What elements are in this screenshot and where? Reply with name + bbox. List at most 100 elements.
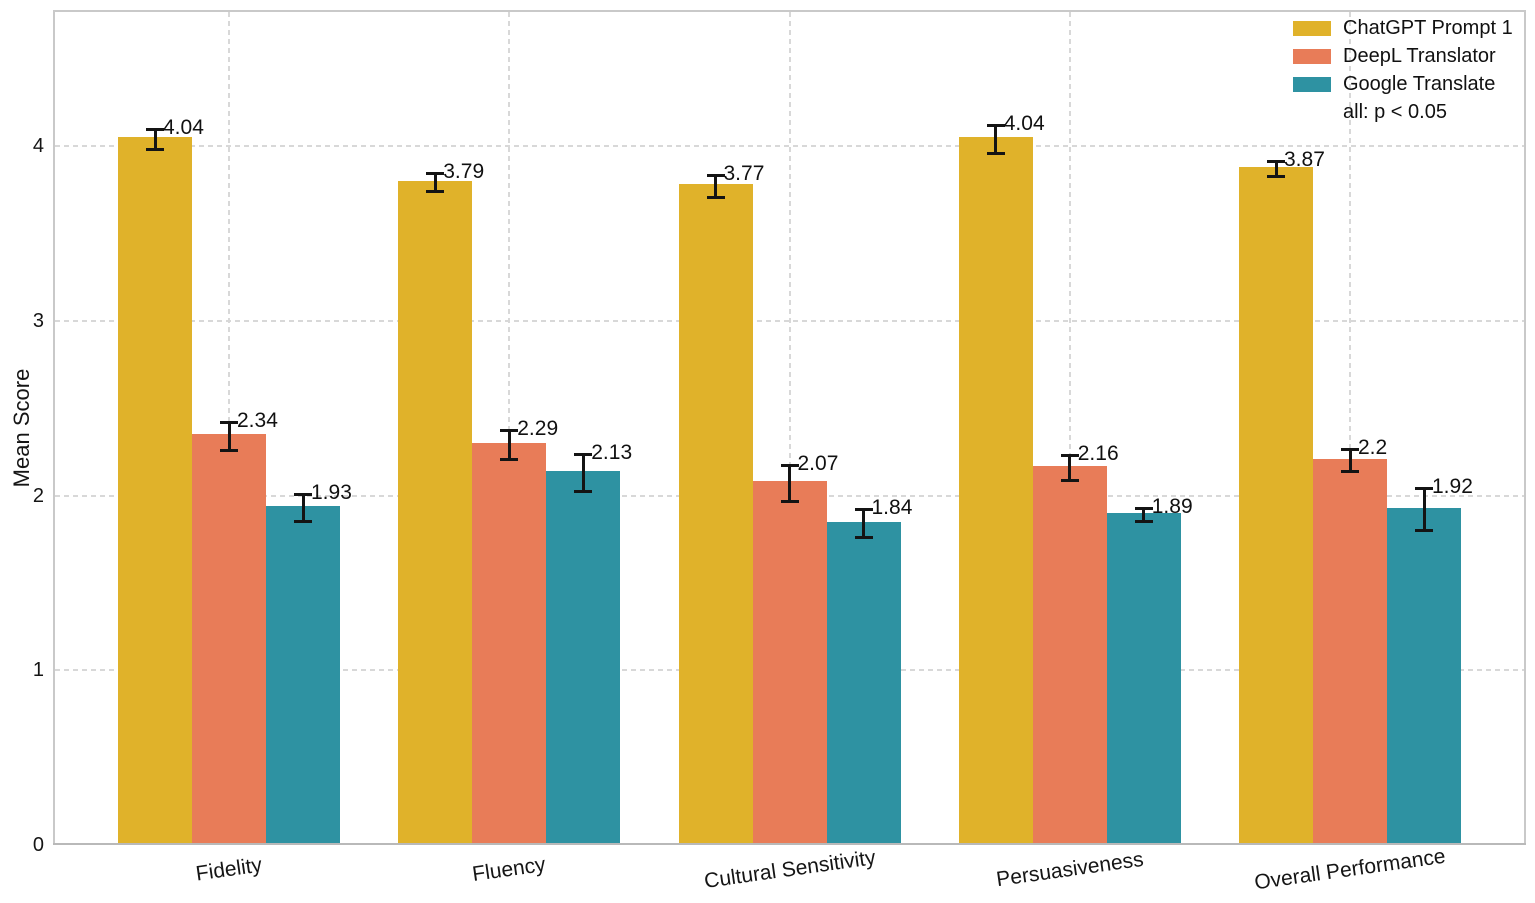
bar: [1239, 166, 1313, 843]
error-bar-cap-bottom: [574, 490, 593, 493]
bar: [826, 521, 901, 843]
error-bar: [854, 507, 873, 540]
error-bar-line: [788, 464, 791, 503]
legend-item: ChatGPT Prompt 1: [1293, 18, 1513, 39]
bar: [678, 184, 753, 843]
error-bar-line: [1348, 448, 1352, 473]
error-bar-line: [1274, 160, 1278, 178]
error-bar-cap-top: [1341, 448, 1359, 452]
error-bar: [1060, 453, 1079, 482]
value-label: 1.89: [1151, 494, 1193, 518]
gridline-vertical: [1349, 12, 1351, 843]
legend-label: DeepL Translator: [1343, 45, 1496, 67]
error-bar-cap-top: [426, 172, 445, 176]
value-label: 1.92: [1432, 474, 1473, 498]
error-bar: [1341, 448, 1359, 473]
error-bar: [426, 172, 445, 194]
plot-spine-right: [1524, 10, 1526, 845]
error-bar-line: [994, 123, 998, 155]
legend-swatch: [1293, 77, 1331, 92]
error-bar-cap-top: [854, 507, 873, 511]
error-bar: [574, 452, 593, 493]
error-bar-cap-top: [500, 429, 519, 433]
value-label: 2.29: [517, 417, 559, 441]
value-label: 3.87: [1284, 148, 1325, 172]
error-bar-cap-bottom: [780, 499, 799, 503]
error-bar-line: [227, 420, 231, 452]
error-bar-cap-top: [574, 452, 593, 456]
x-tick-label: Fluency: [471, 853, 548, 887]
error-bar-cap-bottom: [1341, 469, 1359, 473]
bar: [472, 442, 547, 843]
value-label: 4.04: [163, 115, 204, 139]
y-tick-label: 0: [32, 834, 44, 856]
error-bar-cap-bottom: [294, 519, 312, 523]
bar: [192, 434, 266, 843]
error-bar-line: [153, 127, 157, 151]
legend-swatch: [1293, 21, 1331, 36]
error-bar-cap-top: [706, 174, 725, 178]
legend: ChatGPT Prompt 1 DeepL Translator Google T…: [1293, 18, 1513, 123]
error-bar-cap-bottom: [500, 457, 519, 461]
plot-spine-left: [53, 10, 55, 845]
bar: [1106, 512, 1181, 843]
value-label: 2.16: [1077, 441, 1119, 465]
bar: [398, 180, 473, 843]
y-tick-label: 1: [32, 659, 44, 682]
error-bar: [780, 464, 799, 503]
legend-note: all: p < 0.05: [1343, 101, 1447, 123]
error-bar-cap-top: [986, 123, 1005, 127]
value-label: 1.93: [311, 481, 352, 504]
gridline-vertical: [1068, 12, 1071, 843]
error-bar-line: [862, 507, 865, 540]
error-bar-line: [1422, 486, 1426, 533]
value-label: 2.34: [237, 408, 278, 432]
error-bar: [1415, 486, 1433, 533]
value-label: 1.84: [871, 495, 913, 519]
error-bar-line: [1142, 506, 1146, 523]
error-bar-cap-top: [1415, 486, 1433, 490]
value-label: 2.2: [1358, 436, 1388, 460]
value-label: 2.13: [591, 440, 633, 464]
error-bar-cap-top: [1060, 453, 1079, 457]
value-label: 3.77: [723, 162, 765, 186]
error-bar-cap-top: [1267, 160, 1285, 164]
error-bar-cap-top: [220, 420, 238, 424]
y-tick-label: 3: [32, 309, 44, 332]
error-bar-line: [1068, 453, 1072, 482]
x-tick-label: Cultural Sensitivity: [702, 846, 877, 893]
bar: [266, 505, 340, 843]
legend-items: ChatGPT Prompt 1 DeepL Translator Google T…: [1293, 18, 1513, 95]
error-bar-cap-top: [780, 464, 799, 468]
error-bar: [706, 174, 725, 199]
error-bar-cap-bottom: [1267, 174, 1285, 178]
x-tick-label: Persuasiveness: [994, 847, 1145, 892]
gridline-vertical: [508, 12, 511, 843]
bar: [752, 481, 827, 843]
error-bar: [220, 420, 238, 452]
error-bar-cap-bottom: [146, 147, 164, 151]
error-bar-cap-bottom: [854, 536, 873, 540]
error-bar: [1267, 160, 1285, 178]
bar: [546, 470, 621, 843]
error-bar-line: [714, 174, 717, 199]
error-bar-line: [433, 172, 437, 194]
bar: [1032, 465, 1107, 843]
legend-item: Google Translate: [1293, 74, 1513, 95]
value-label: 4.04: [1003, 111, 1045, 135]
gridline-vertical: [788, 12, 791, 843]
error-bar-cap-bottom: [1134, 519, 1153, 523]
plot-spine-top: [53, 10, 1526, 12]
bar: [1313, 458, 1387, 843]
error-bar: [146, 127, 164, 151]
y-tick-label: 4: [32, 135, 44, 158]
plot-area: 4.04 3.79 3.77 4.04 3.87 2.34 2.29 2.07 2.16 2.2 1…: [53, 10, 1526, 845]
error-bar-cap-bottom: [220, 448, 238, 452]
error-bar: [1134, 506, 1153, 523]
value-label: 3.79: [443, 160, 485, 184]
error-bar-line: [581, 452, 585, 493]
legend-label: Google Translate: [1343, 73, 1496, 95]
error-bar-cap-bottom: [1415, 529, 1433, 533]
bar: [958, 137, 1033, 843]
